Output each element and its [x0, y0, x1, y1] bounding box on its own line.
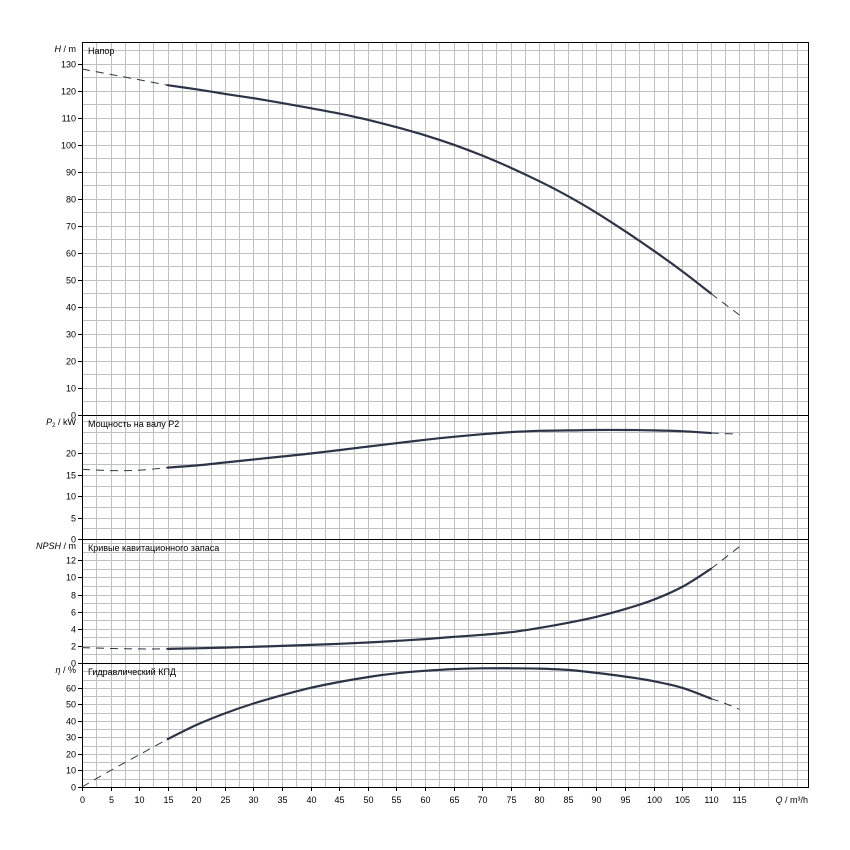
- y-tick-label: 80: [66, 195, 76, 205]
- panel-efficiency: 0 10 20 30 40 50 60 Гидравлический КПД η / % 0 5 10…: [55, 663, 809, 805]
- panel-title: Кривые кавитационного запаса: [88, 543, 219, 553]
- x-tick-label: 110: [704, 795, 718, 805]
- y-tick-label: 2: [71, 642, 76, 652]
- y-tick-label: 30: [66, 733, 76, 743]
- x-tick-label: 80: [534, 795, 544, 805]
- y-tick-label: 0: [71, 783, 76, 793]
- y-tick-label: 20: [66, 357, 76, 367]
- y-axis-label: NPSH / m: [36, 541, 76, 551]
- head-curve-solid: [166, 84, 712, 295]
- y-tick-label: 6: [71, 608, 76, 618]
- y-axis-unit: / %: [60, 665, 76, 675]
- panel-frame: [82, 539, 809, 664]
- y-tick-label: 100: [61, 141, 76, 151]
- y-tick-label: 0: [71, 659, 76, 669]
- panel-frame: [82, 42, 809, 416]
- y-tick-label: 0: [71, 535, 76, 545]
- power-curve-dashed: [81, 467, 168, 472]
- y-tick-label: 60: [66, 249, 76, 259]
- x-tick-label: 50: [363, 795, 373, 805]
- y-tick-label: 5: [71, 514, 76, 524]
- y-axis-label: H / m: [55, 44, 77, 54]
- y-tick-label: 70: [66, 222, 76, 232]
- y-tick-label: 20: [66, 449, 76, 459]
- x-tick-label: 95: [620, 795, 630, 805]
- y-tick-label: 90: [66, 168, 76, 178]
- x-tick-label: 40: [306, 795, 316, 805]
- panel-title: Гидравлический КПД: [88, 667, 176, 677]
- panel-frame: [82, 415, 809, 540]
- panel-head: 0 10 20 30 40 50 60 70 80 90 100 110 120 130 Напор H / …: [55, 42, 809, 421]
- y-tick-label: 10: [66, 766, 76, 776]
- panel-npsh: 0 2 4 6 8 10 12 Кривые кавитационного запаса NPS…: [36, 539, 809, 669]
- y-tick-label: 10: [66, 492, 76, 502]
- y-tick-label: 50: [66, 276, 76, 286]
- x-tick-label: 45: [334, 795, 344, 805]
- x-tick-label: 60: [420, 795, 430, 805]
- head-curve-dashed: [710, 293, 740, 316]
- y-tick-label: 40: [66, 303, 76, 313]
- y-tick-label: 20: [66, 750, 76, 760]
- x-tick-label: 35: [277, 795, 287, 805]
- y-tick-label: 130: [61, 60, 76, 70]
- y-tick-label: 30: [66, 330, 76, 340]
- head-curve-dashed: [81, 68, 168, 86]
- x-tick-label: 100: [647, 795, 662, 805]
- y-tick-label: 110: [62, 114, 76, 124]
- power-curve-dashed: [710, 432, 740, 435]
- y-tick-label: 8: [71, 591, 76, 601]
- y-tick-label: 0: [71, 411, 76, 421]
- y-axis-variable: η: [55, 665, 60, 675]
- x-tick-label: 10: [134, 795, 144, 805]
- y-tick-label: 12: [66, 556, 76, 566]
- panel-frame: [82, 663, 809, 788]
- x-tick-label: 15: [163, 795, 173, 805]
- x-tick-label: 90: [591, 795, 601, 805]
- y-axis-subscript: 2: [52, 423, 56, 429]
- y-axis-variable: NPSH: [36, 541, 62, 551]
- y-tick-label: 120: [61, 87, 76, 97]
- efficiency-curve-solid: [166, 667, 712, 741]
- x-axis-unit: / m³/h: [782, 795, 808, 805]
- x-tick-label: 0: [80, 795, 85, 805]
- panel-title: Напор: [88, 46, 114, 56]
- x-tick-label: 75: [506, 795, 516, 805]
- y-tick-label: 10: [66, 384, 76, 394]
- y-axis-variable: H: [55, 44, 62, 54]
- x-tick-label: 20: [191, 795, 201, 805]
- y-axis-unit: / kW: [56, 417, 77, 427]
- y-tick-label: 15: [66, 471, 76, 481]
- y-tick-label: 4: [71, 625, 76, 635]
- x-tick-label: 115: [732, 795, 746, 805]
- y-tick-label: 50: [66, 700, 76, 710]
- npsh-curve-dashed: [710, 546, 740, 570]
- y-tick-label: 40: [66, 717, 76, 727]
- panel-title: Мощность на валу P2: [88, 419, 179, 429]
- x-tick-label: 55: [391, 795, 401, 805]
- npsh-curve-dashed: [81, 647, 168, 650]
- y-axis-unit: / m: [61, 541, 76, 551]
- y-axis-label: P2 / kW: [46, 417, 76, 429]
- x-tick-label: 85: [563, 795, 573, 805]
- power-curve-solid: [166, 428, 712, 469]
- y-axis-unit: / m: [61, 44, 76, 54]
- y-axis-label: η / %: [55, 665, 76, 675]
- npsh-curve-solid: [166, 567, 712, 650]
- x-tick-label: 25: [220, 795, 230, 805]
- x-tick-label: 65: [449, 795, 459, 805]
- y-axis-variable: P: [46, 417, 52, 427]
- y-tick-label: 10: [66, 573, 76, 583]
- x-axis-label: Q / m³/h: [775, 795, 808, 805]
- x-axis-variable: Q: [775, 795, 782, 805]
- x-tick-label: 5: [109, 795, 114, 805]
- panel-power: 0 5 10 15 20 Мощность на валу P2 P2 / kW: [46, 415, 809, 545]
- x-tick-label: 105: [675, 795, 690, 805]
- efficiency-curve-dashed: [710, 698, 740, 710]
- x-tick-label: 70: [477, 795, 487, 805]
- efficiency-curve-dashed: [81, 738, 168, 788]
- y-tick-label: 60: [66, 684, 76, 694]
- x-tick-label: 30: [248, 795, 258, 805]
